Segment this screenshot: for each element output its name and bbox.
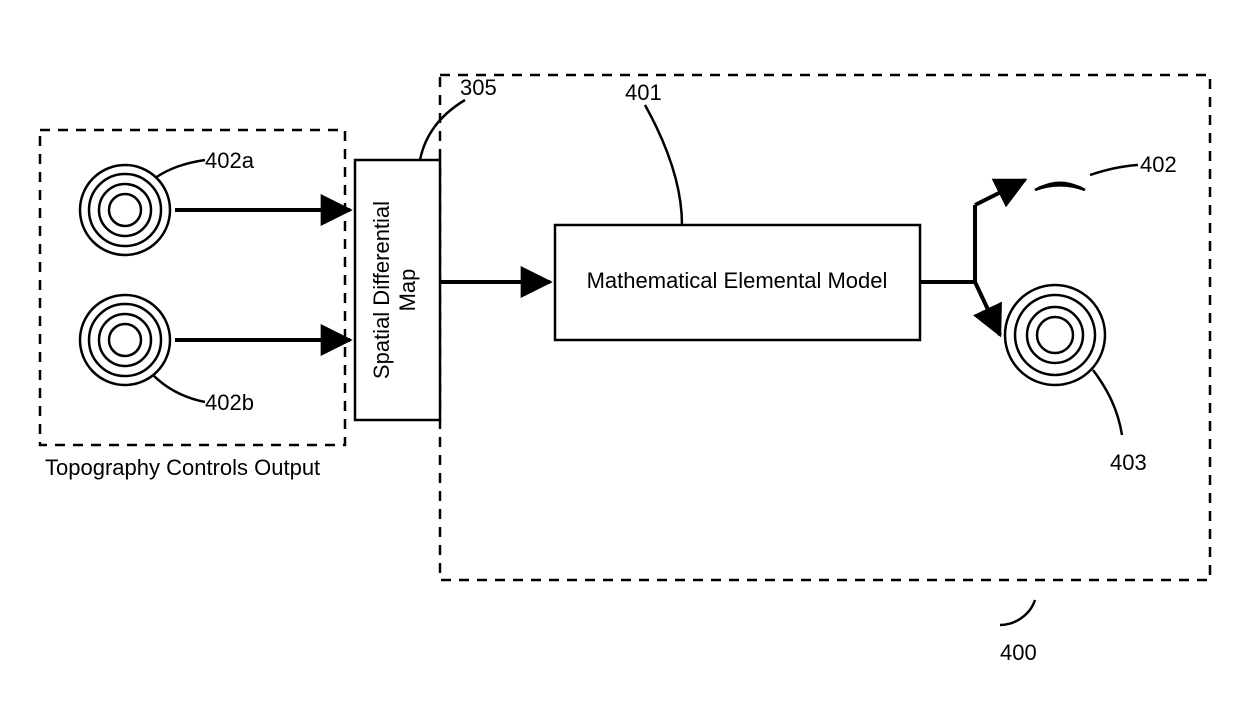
mathematical-elemental-model-label: Mathematical Elemental Model <box>587 268 888 293</box>
arrow-to-output-ring <box>975 282 1000 335</box>
input-ring-402b <box>80 295 170 385</box>
callout-400-leader <box>1000 600 1035 625</box>
callout-401-leader <box>645 105 682 225</box>
callout-401-label: 401 <box>625 80 662 105</box>
input-ring-402b-leader <box>153 375 205 402</box>
output-ring-403-leader <box>1093 370 1122 435</box>
callout-402-label: 402 <box>1140 152 1177 177</box>
callout-305-label: 305 <box>460 75 497 100</box>
svg-text:Map: Map <box>395 269 420 312</box>
input-ring-402a-leader <box>155 160 205 178</box>
topography-controls-caption: Topography Controls Output <box>45 455 320 480</box>
output-ring-403 <box>1005 285 1105 385</box>
callout-402-leader <box>1090 165 1138 175</box>
svg-text:Spatial Differential: Spatial Differential <box>369 201 394 379</box>
input-ring-402b-label: 402b <box>205 390 254 415</box>
input-ring-402a-label: 402a <box>205 148 255 173</box>
callout-400-label: 400 <box>1000 640 1037 665</box>
output-ring-403-label: 403 <box>1110 450 1147 475</box>
callout-305-leader <box>420 100 465 160</box>
arrow-to-lens <box>975 180 1025 205</box>
